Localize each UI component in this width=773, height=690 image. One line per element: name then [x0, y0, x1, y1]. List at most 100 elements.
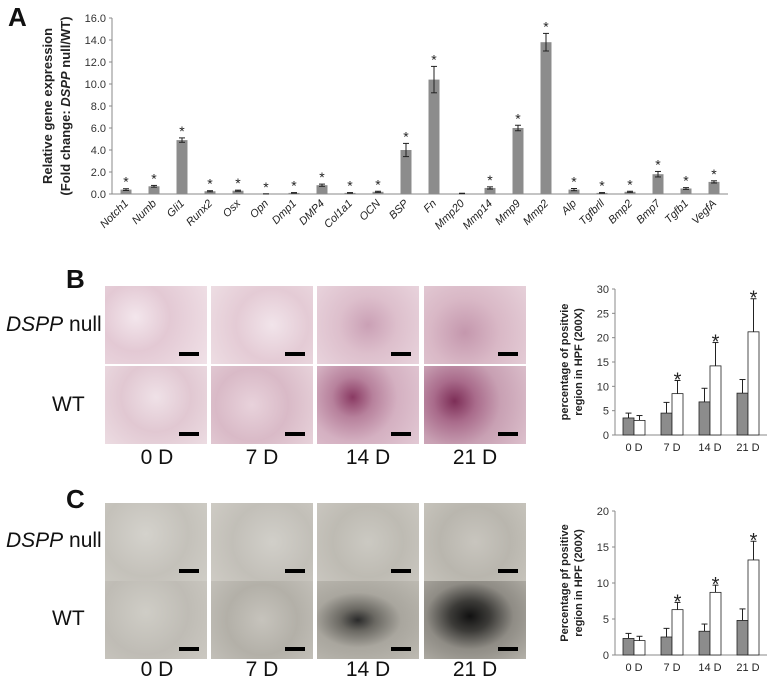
y-axis-label-line1: Relative gene expression [40, 28, 55, 184]
micrograph-c-wt-7d [211, 581, 313, 659]
micrograph-b-wt-21d [424, 366, 526, 444]
significance-star: * [207, 176, 213, 192]
micrograph-b-wt-7d [211, 366, 313, 444]
bar [428, 79, 440, 194]
scale-bar [285, 569, 305, 573]
x-tick-label: Mmp9 [493, 198, 523, 228]
y-axis-label-line2: (Fold change: DSPP null/WT) [58, 16, 73, 195]
alizarin-quantification-bar-chart: 0 5 10 15 20 25 30 0 D * 7 D * 14 D * 21 D percentage … [559, 284, 767, 454]
y-tick-label: 0.0 [91, 189, 106, 201]
bar [680, 188, 692, 194]
y-tick-label: 20 [597, 333, 609, 345]
micrograph-c-wt-0d [105, 581, 207, 659]
significance-star: * [347, 178, 353, 194]
row-label-wt: WT [52, 393, 85, 416]
row-label-dspp-null: DSPP null [6, 313, 102, 336]
bar [120, 189, 132, 194]
x-tick-label: 21 D [736, 662, 759, 674]
x-tick-label: Osx [221, 197, 244, 220]
y-tick-label: 12.0 [85, 57, 106, 69]
x-tick-label: Numb [130, 198, 159, 227]
significance-star: * [712, 332, 720, 354]
significance-star: * [711, 166, 717, 182]
significance-star: * [712, 574, 720, 596]
y-tick-label: 5 [603, 614, 609, 626]
micrograph-b-null-7d [211, 286, 313, 364]
x-tick-label: OCN [357, 198, 383, 224]
x-tick-label: Bmp2 [606, 198, 635, 227]
significance-star: * [750, 288, 758, 310]
y-tick-label: 4.0 [91, 145, 106, 157]
y-tick-label: 0 [603, 650, 609, 662]
y-axis-label-line2: region in HPF (200X) [573, 529, 585, 637]
scale-bar [285, 647, 305, 651]
significance-star: * [683, 173, 689, 189]
y-tick-label: 20 [597, 506, 609, 518]
scale-bar [498, 647, 518, 651]
bar-wt [709, 365, 722, 436]
micrograph-c-null-7d [211, 503, 313, 581]
micrograph-c-null-21d [424, 503, 526, 581]
bar-wt [747, 331, 760, 436]
y-tick-label: 30 [597, 284, 609, 296]
x-tick-label: Mmp14 [461, 198, 495, 232]
x-tick-label: 7 D [663, 442, 680, 454]
significance-star: * [179, 123, 185, 139]
bar-wt [709, 591, 722, 656]
bar-wt [633, 640, 646, 656]
bar-dspp-null [622, 417, 635, 436]
x-tick-label: Opn [248, 198, 271, 221]
bar [148, 186, 160, 194]
y-tick-label: 0 [603, 430, 609, 442]
significance-star: * [515, 110, 521, 126]
significance-star: * [151, 170, 157, 186]
micrograph-b-wt-0d [105, 366, 207, 444]
bar-wt [747, 559, 760, 656]
y-tick-label: 10.0 [85, 79, 106, 91]
scale-bar [391, 432, 411, 436]
scale-bar [179, 352, 199, 356]
significance-star: * [319, 169, 325, 185]
x-tick-label: BSP [387, 197, 412, 222]
scale-bar [179, 647, 199, 651]
x-tick-label: 0 D [625, 442, 642, 454]
bar-dspp-null [660, 636, 673, 656]
day-label-b-0d: 0 D [140, 446, 174, 469]
significance-star: * [750, 530, 758, 552]
significance-star: * [263, 179, 269, 195]
x-tick-label: 0 D [625, 662, 642, 674]
bar-dspp-null [622, 638, 635, 656]
significance-star: * [403, 128, 409, 144]
x-tick-label: 14 D [698, 662, 721, 674]
bar [624, 191, 636, 194]
scale-bar [285, 432, 305, 436]
bar [372, 191, 384, 194]
y-axis-label-line1: percentage of positvie [559, 304, 571, 421]
bar [512, 128, 524, 194]
y-tick-label: 16.0 [85, 13, 106, 25]
row-label-wt: WT [52, 607, 85, 630]
x-tick-label: Mmp20 [433, 197, 468, 232]
scale-bar [391, 647, 411, 651]
x-tick-label: 7 D [663, 662, 680, 674]
day-label-c-21d: 21 D [452, 658, 498, 681]
y-tick-label: 25 [597, 308, 609, 320]
x-tick-label: Bmp7 [634, 197, 663, 226]
bar [540, 42, 552, 195]
scale-bar [285, 352, 305, 356]
day-label-b-14d: 14 D [345, 446, 391, 469]
significance-star: * [674, 369, 682, 391]
y-tick-label: 14.0 [85, 35, 106, 47]
bar [568, 189, 580, 194]
significance-star: * [431, 51, 437, 67]
significance-star: * [627, 176, 633, 192]
row-label-dspp-null: DSPP null [6, 529, 102, 552]
x-tick-label: Tgfb1 [663, 198, 691, 226]
micrograph-c-wt-14d [317, 581, 419, 659]
y-tick-label: 5 [603, 406, 609, 418]
y-tick-label: 2.0 [91, 167, 106, 179]
significance-star: * [375, 176, 381, 192]
bar [708, 181, 720, 194]
significance-star: * [235, 175, 241, 191]
bar [484, 187, 496, 194]
